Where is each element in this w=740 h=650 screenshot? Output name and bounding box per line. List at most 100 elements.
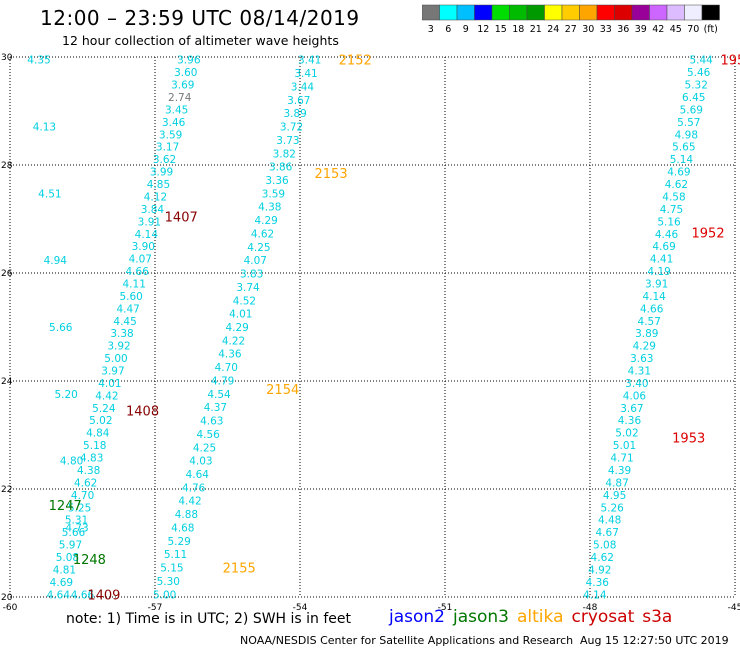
swh-value-label: 4.95 [603, 490, 626, 502]
swh-value-label: 4.75 [660, 204, 683, 216]
swh-value-label: 3.44 [291, 81, 315, 93]
swh-value-label: 4.57 [638, 316, 661, 328]
swh-value-label: 4.45 [113, 316, 136, 328]
generated-timestamp: Aug 15 12:27:50 UTC 2019 [580, 634, 729, 647]
swh-value-label: 4.66 [126, 266, 150, 278]
swh-value-label: 4.06 [623, 390, 647, 402]
pass-time-label: 1952 [692, 227, 725, 242]
swh-value-label: 4.66 [640, 303, 664, 315]
swh-value-label: 4.70 [215, 362, 238, 374]
swh-value-label: 3.62 [153, 154, 176, 166]
swh-value-label: 4.62 [665, 179, 688, 191]
swh-value-label: 4.58 [662, 191, 685, 203]
swh-value-label: 4.52 [233, 295, 256, 307]
track-4: 5.445.465.326.455.695.574.985.655.144.69… [583, 55, 713, 602]
swh-value-label: 3.46 [162, 117, 186, 129]
swh-value-label: 3.36 [265, 175, 289, 187]
swh-value-label: 3.89 [283, 108, 306, 120]
scale-label: 30 [582, 24, 594, 34]
swh-value-label: 4.64 [47, 589, 71, 601]
swh-value-label: 4.36 [586, 577, 610, 589]
swh-value-label: 3.17 [156, 142, 179, 154]
swh-value-label: 4.37 [204, 402, 227, 414]
y-tick-label: 24 [1, 377, 13, 387]
swh-value-label: 4.42 [178, 496, 201, 508]
x-tick-label: -45 [728, 603, 740, 613]
swh-value-label: 5.08 [593, 540, 616, 552]
swh-value-label: 4.87 [605, 477, 628, 489]
scale-label: 12 [477, 24, 489, 34]
swh-value-label: 3.63 [630, 353, 653, 365]
swh-value-label: 4.94 [44, 255, 68, 267]
swh-value-label: 4.51 [38, 188, 61, 200]
swh-value-label: 4.70 [71, 490, 94, 502]
swh-value-label: 4.83 [80, 453, 103, 465]
swh-value-label: 4.07 [244, 255, 267, 267]
swh-value-label: 4.03 [189, 456, 212, 468]
swh-value-label: 5.08 [56, 552, 79, 564]
page-title: 12:00 – 23:59 UTC 08/14/2019 [40, 6, 360, 30]
scale-swatch [701, 4, 720, 21]
swh-value-label: 4.41 [650, 254, 673, 266]
swh-value-label: 3.59 [159, 129, 182, 141]
x-tick-label: -60 [3, 603, 18, 613]
swh-value-label: 3.41 [298, 55, 321, 67]
swh-value-label: 3.83 [240, 269, 263, 281]
swh-value-label: 5.14 [670, 154, 694, 166]
swh-value-label: 5.02 [615, 428, 638, 440]
swh-value-label: 5.15 [160, 563, 183, 575]
swh-value-label: 5.65 [672, 142, 695, 154]
swh-value-label: 4.47 [116, 303, 139, 315]
swh-value-label: 4.14 [642, 291, 666, 303]
swh-value-label: 5.60 [119, 291, 142, 303]
swh-value-label: 5.69 [680, 104, 703, 116]
swh-value-label: 5.97 [59, 540, 82, 552]
y-tick-label: 20 [1, 593, 13, 603]
swh-value-label: 3.97 [101, 366, 124, 378]
y-tick-label: 22 [1, 485, 12, 495]
swh-value-label: 4.68 [171, 522, 194, 534]
satellite-cryosat: cryosat [571, 607, 635, 627]
swh-value-label: 3.69 [171, 80, 194, 92]
swh-value-label: 3.91 [645, 278, 668, 290]
swh-value-label: 5.01 [613, 440, 636, 452]
swh-value-label: 4.92 [588, 564, 611, 576]
swh-value-label: 4.46 [655, 229, 679, 241]
swh-value-label: 5.66 [49, 322, 73, 334]
swh-value-label: 3.74 [236, 282, 260, 294]
swh-value-label: 3.99 [150, 167, 173, 179]
swh-value-label: 4.11 [123, 278, 146, 290]
swh-value-label: 4.13 [33, 122, 56, 134]
swh-value-label: 4.69 [652, 241, 675, 253]
pass-time-label: 1409 [87, 588, 120, 603]
satellite-jason2: jason2 [389, 607, 445, 627]
scale-label: 15 [495, 24, 507, 34]
satellite-s3a: s3a [642, 607, 673, 627]
scale-label: 18 [512, 24, 524, 34]
swh-value-label: 4.29 [254, 215, 277, 227]
swh-value-label: 4.01 [229, 309, 252, 321]
swh-value-label: 3.90 [132, 241, 155, 253]
track-1: 3.963.603.692.743.453.463.593.173.623.99… [47, 55, 201, 602]
swh-value-label: 4.80 [60, 456, 83, 468]
swh-value-label: 4.81 [53, 564, 76, 576]
swh-value-label: 5.00 [153, 589, 176, 601]
pass-time-label: 2153 [315, 167, 348, 182]
pass-time-label: 2154 [266, 383, 299, 398]
swh-value-label: 4.98 [675, 129, 698, 141]
swh-value-label: 5.18 [83, 440, 106, 452]
satellite-legend: jason2 jason3 altika cryosat s3a [389, 607, 680, 627]
pass-time-label: 1407 [165, 210, 198, 225]
swh-value-label: 4.62 [591, 552, 614, 564]
swh-value-label: 4.76 [182, 482, 206, 494]
swh-value-label: 4.25 [193, 442, 216, 454]
swh-value-label: 5.24 [92, 403, 116, 415]
swh-value-label: 3.84 [141, 204, 165, 216]
swh-value-label: 4.07 [129, 254, 152, 266]
swh-value-label: 4.14 [583, 589, 607, 601]
color-scale-legend: 3 6 9 12 15 18 21 24 27 30 33 36 39 42 45 70 (ft) [422, 4, 720, 34]
y-tick-label: 26 [1, 269, 13, 279]
page-subtitle: 12 hour collection of altimeter wave hei… [62, 33, 339, 48]
swh-value-label: 5.44 [689, 55, 713, 67]
swh-value-label: 5.31 [65, 515, 88, 527]
